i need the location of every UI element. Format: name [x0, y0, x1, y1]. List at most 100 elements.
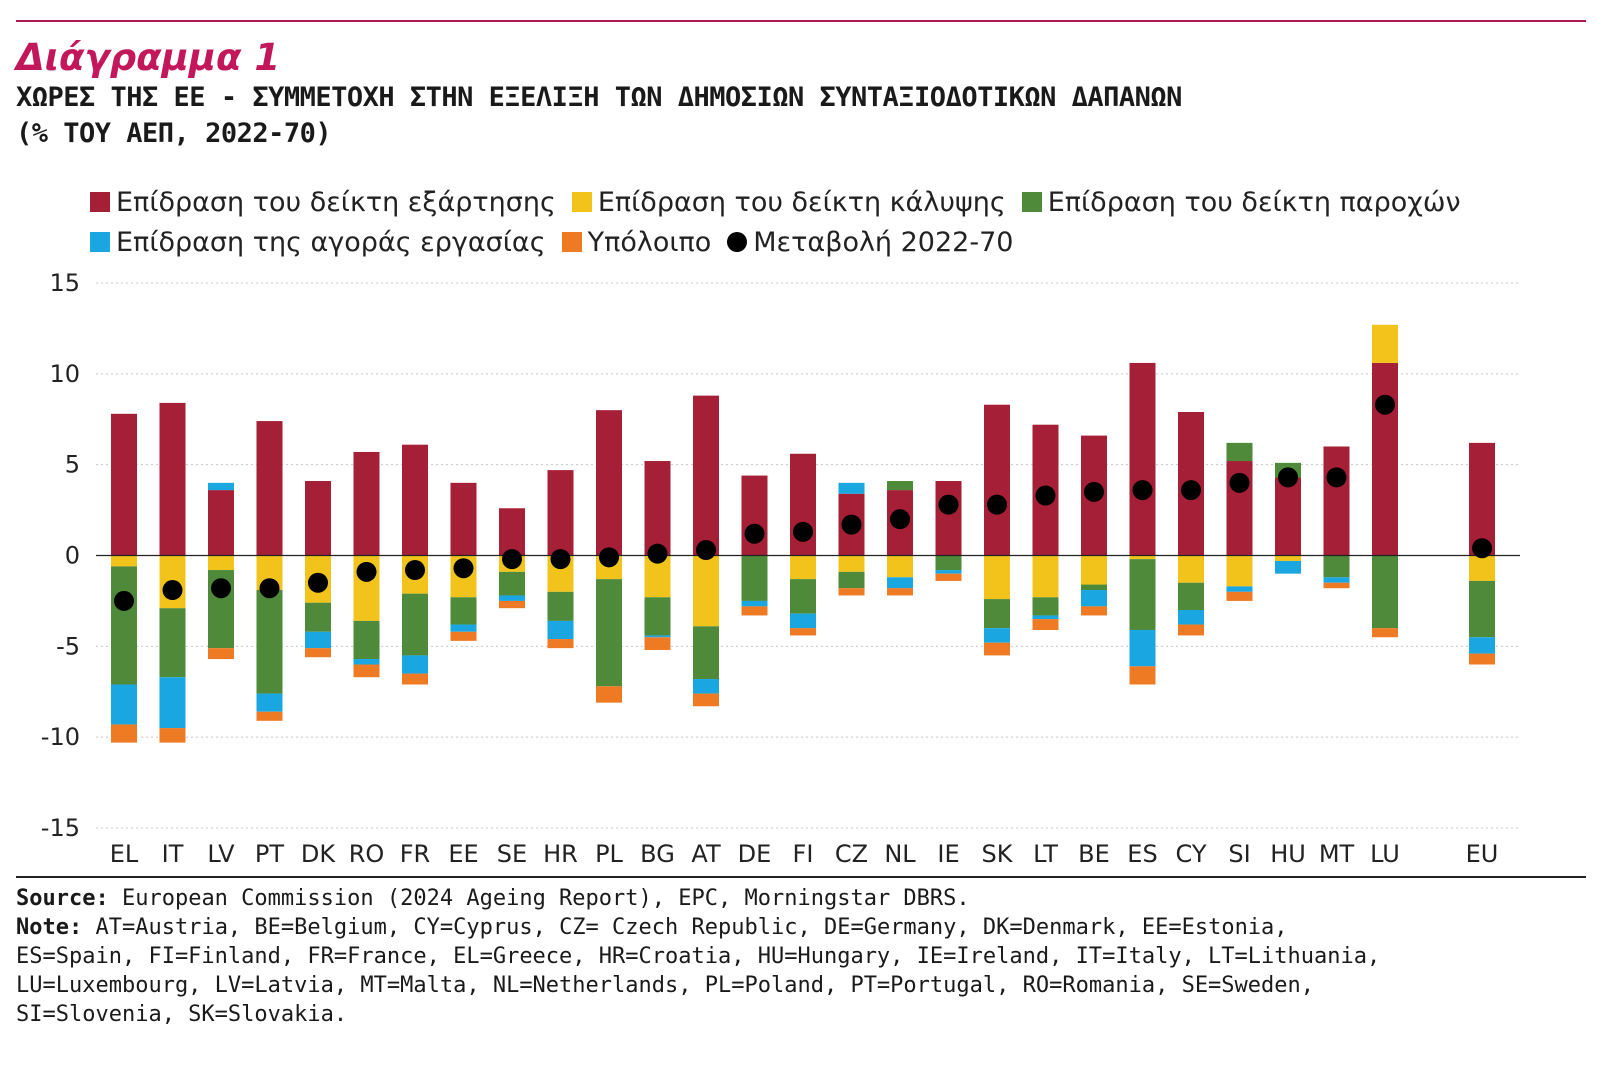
change-marker — [793, 521, 813, 542]
x-tick-label: IT — [162, 840, 184, 868]
bar-segment — [499, 595, 525, 601]
bar-segment — [159, 402, 186, 556]
legend-swatch-benefit — [1021, 192, 1042, 212]
bar-segment — [984, 599, 1010, 629]
x-tick-label: ES — [1127, 840, 1157, 868]
change-marker — [550, 549, 571, 570]
bar-segment — [450, 631, 477, 641]
bar-segment — [596, 579, 622, 687]
bar-segment — [1129, 362, 1156, 556]
bar-segment — [838, 482, 865, 494]
bar-segment — [402, 444, 428, 556]
change-marker — [647, 543, 668, 564]
bar-segment — [935, 573, 962, 581]
change-marker — [211, 578, 231, 599]
bar-segment — [402, 593, 428, 656]
bar-segment — [1129, 555, 1156, 560]
bar-segment — [111, 684, 137, 725]
top-rule — [16, 20, 1586, 22]
bar-segment — [1226, 591, 1253, 601]
x-tick-label: NL — [884, 840, 916, 868]
x-tick-label: AT — [691, 840, 721, 868]
bar-segment — [1275, 555, 1301, 561]
x-tick-label: HR — [543, 840, 578, 868]
bar-segment — [111, 724, 137, 743]
bar-segment — [1081, 606, 1107, 616]
note-line-1: Note: AT=Austria, BE=Belgium, CY=Cyprus,… — [16, 913, 1586, 942]
bar-segment — [1323, 555, 1350, 578]
bar-segment — [984, 555, 1010, 600]
change-marker — [1132, 480, 1153, 501]
change-marker — [1084, 481, 1104, 502]
bar-segment — [1032, 615, 1059, 620]
x-tick-label: LT — [1033, 840, 1058, 868]
bar-segment — [1226, 442, 1253, 462]
bar-segment — [305, 481, 331, 556]
bar-segment — [1129, 559, 1156, 630]
legend-label-labour-market: Επίδραση της αγοράς εργασίας — [116, 226, 546, 258]
change-marker — [744, 523, 765, 544]
bar-segment — [1275, 560, 1301, 574]
bar-segment — [256, 693, 283, 712]
bar-segment — [741, 600, 768, 607]
legend-label-benefit: Επίδραση του δείκτη παροχών — [1047, 186, 1461, 218]
bar-segment — [984, 404, 1010, 556]
bar-segment — [208, 482, 234, 491]
change-marker — [114, 590, 134, 611]
bar-segment — [644, 637, 671, 650]
legend-item-benefit: Επίδραση του δείκτη παροχών — [1021, 186, 1461, 218]
bar-segment — [1178, 610, 1204, 625]
legend-label-coverage: Επίδραση του δείκτη κάλυψης — [597, 186, 1006, 218]
bar-segment — [838, 588, 865, 596]
bar-segment — [1129, 666, 1156, 685]
bar-segment — [887, 588, 913, 596]
chart-legend: Επίδραση του δείκτη εξάρτησης Επίδραση τ… — [90, 182, 1570, 262]
change-marker — [1181, 480, 1201, 501]
bar-segment — [790, 555, 816, 580]
bar-segment — [547, 470, 574, 556]
bar-segment — [693, 693, 719, 707]
change-marker — [502, 549, 522, 570]
bar-segment — [838, 571, 865, 589]
bar-segment — [402, 673, 428, 685]
note-text-2: ES=Spain, FI=Finland, FR=France, EL=Gree… — [16, 944, 1381, 969]
bar-segment — [1469, 637, 1495, 654]
change-marker — [599, 547, 619, 568]
bar-segment — [547, 639, 574, 649]
bar-segment — [1081, 584, 1107, 591]
bar-segment — [499, 508, 525, 556]
bar-segment — [256, 590, 283, 694]
x-tick-label: EL — [110, 840, 139, 868]
legend-swatch-dependency — [90, 192, 110, 212]
legend-label-residual: Υπόλοιπο — [587, 226, 712, 258]
bar-segment — [790, 613, 816, 629]
change-marker — [1375, 394, 1395, 415]
x-tick-label: FI — [793, 840, 814, 868]
stacked-bar-chart: 15 10 5 0 -5 -10 -15 EL IT LV PT DK RO FR EE SE HR PL BG AT… — [41, 269, 1520, 868]
bar-segment — [1081, 590, 1107, 607]
bar-segment — [208, 648, 234, 660]
x-tick-label: BG — [640, 840, 675, 868]
bar-segment — [1469, 580, 1495, 638]
bar-segment — [693, 679, 719, 694]
x-tick-label: CY — [1176, 840, 1207, 868]
x-tick-label: SK — [982, 840, 1014, 868]
change-marker — [453, 558, 474, 579]
change-marker — [356, 561, 377, 582]
change-marker — [938, 494, 959, 515]
x-tick-label: HU — [1270, 840, 1306, 868]
bar-segment — [790, 628, 816, 636]
x-tick-label: LV — [207, 840, 235, 868]
x-tick-label: PL — [595, 840, 623, 868]
bar-segment — [1032, 619, 1059, 630]
legend-swatch-residual — [561, 232, 582, 252]
legend-swatch-labour-market — [90, 232, 110, 252]
bar-segment — [1372, 628, 1398, 638]
bar-segment — [305, 602, 331, 632]
y-tick-label: 15 — [49, 269, 80, 297]
legend-swatch-coverage — [571, 192, 592, 212]
note-label: Note: — [16, 915, 83, 940]
legend-marker-change — [727, 232, 748, 252]
y-tick-label: -15 — [41, 814, 80, 842]
bar-segment — [741, 555, 768, 601]
